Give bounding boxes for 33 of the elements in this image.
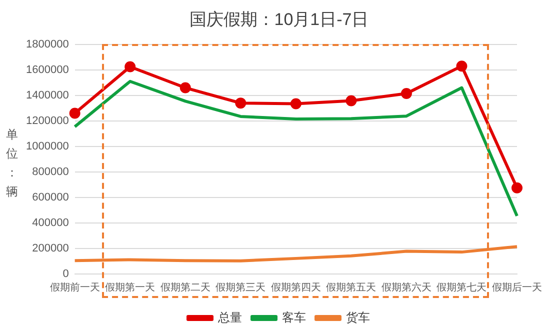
y-tick-label: 1400000	[26, 89, 69, 102]
point	[346, 95, 357, 106]
y-tick-label: 200000	[32, 242, 69, 255]
point	[512, 182, 522, 194]
y-tick-label: 1000000	[26, 140, 69, 152]
point	[180, 82, 191, 94]
point	[69, 108, 80, 119]
legend-label: 货车	[346, 310, 370, 324]
x-tick-label: 假期第四天	[270, 282, 321, 294]
x-tick-label: 假期第五天	[326, 282, 376, 294]
x-tick-label: 假期第七天	[436, 282, 487, 294]
y-tick-label: 1600000	[26, 64, 69, 76]
y-tick-label: 600000	[32, 192, 69, 204]
y-tick-label: 1200000	[26, 114, 69, 127]
point	[400, 88, 412, 100]
point	[456, 60, 468, 72]
point	[290, 98, 302, 110]
y-tick-label: 0	[62, 268, 69, 280]
y-tick-label: 800000	[32, 166, 69, 178]
y-tick-label: 1800000	[26, 38, 69, 50]
point	[235, 98, 246, 109]
x-tick-label: 假期第六天	[381, 282, 432, 294]
point	[124, 61, 136, 72]
y-axis-title: 单位：辆	[6, 128, 18, 199]
legend-label: 客车	[282, 310, 306, 324]
chart-title: 国庆假期：10月1日-7日	[189, 10, 369, 29]
y-tick-label: 400000	[32, 217, 69, 230]
x-tick-label: 假期前一天	[50, 282, 100, 294]
legend-label: 总量	[217, 310, 242, 324]
x-tick-label: 假期第一天	[105, 282, 156, 294]
x-tick-label: 假期第二天	[160, 282, 210, 294]
x-tick-label: 假期后一天	[492, 282, 542, 294]
x-tick-label: 假期第三天	[216, 282, 266, 294]
